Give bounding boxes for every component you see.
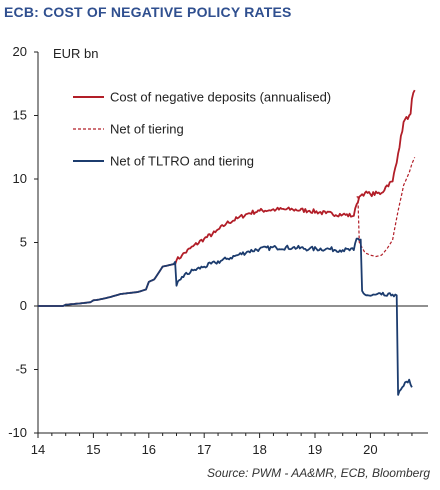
legend-label: Net of TLTRO and tiering <box>110 154 254 169</box>
x-tick-label: 18 <box>252 442 266 457</box>
y-unit-label: EUR bn <box>53 46 99 61</box>
y-tick-label: 0 <box>20 298 27 313</box>
y-tick-label: 20 <box>13 44 27 59</box>
source-note: Source: PWM - AA&MR, ECB, Bloomberg <box>207 466 430 480</box>
tick-labels: -10 -5 0 5 10 15 20 14 15 16 17 18 19 20 <box>8 44 377 457</box>
y-tick-label: -5 <box>15 362 27 377</box>
legend: Cost of negative deposits (annualised) Ne… <box>73 90 331 169</box>
chart-title: ECB: COST OF NEGATIVE POLICY RATES <box>4 4 292 20</box>
x-tick-label: 17 <box>197 442 211 457</box>
series-line-3 <box>38 237 413 396</box>
axes <box>34 51 428 438</box>
x-tick-label: 15 <box>86 442 100 457</box>
y-tick-label: 10 <box>13 171 27 186</box>
x-tick-label: 20 <box>363 442 377 457</box>
y-tick-label: 5 <box>20 235 27 250</box>
x-tick-label: 16 <box>142 442 156 457</box>
y-tick-label: 15 <box>13 108 27 123</box>
x-tick-label: 19 <box>308 442 322 457</box>
series-line-2 <box>356 157 416 258</box>
series-group <box>38 89 416 396</box>
legend-label: Net of tiering <box>110 122 184 137</box>
x-tick-label: 14 <box>31 442 45 457</box>
y-tick-label: -10 <box>8 425 27 440</box>
legend-label: Cost of negative deposits (annualised) <box>110 90 331 105</box>
